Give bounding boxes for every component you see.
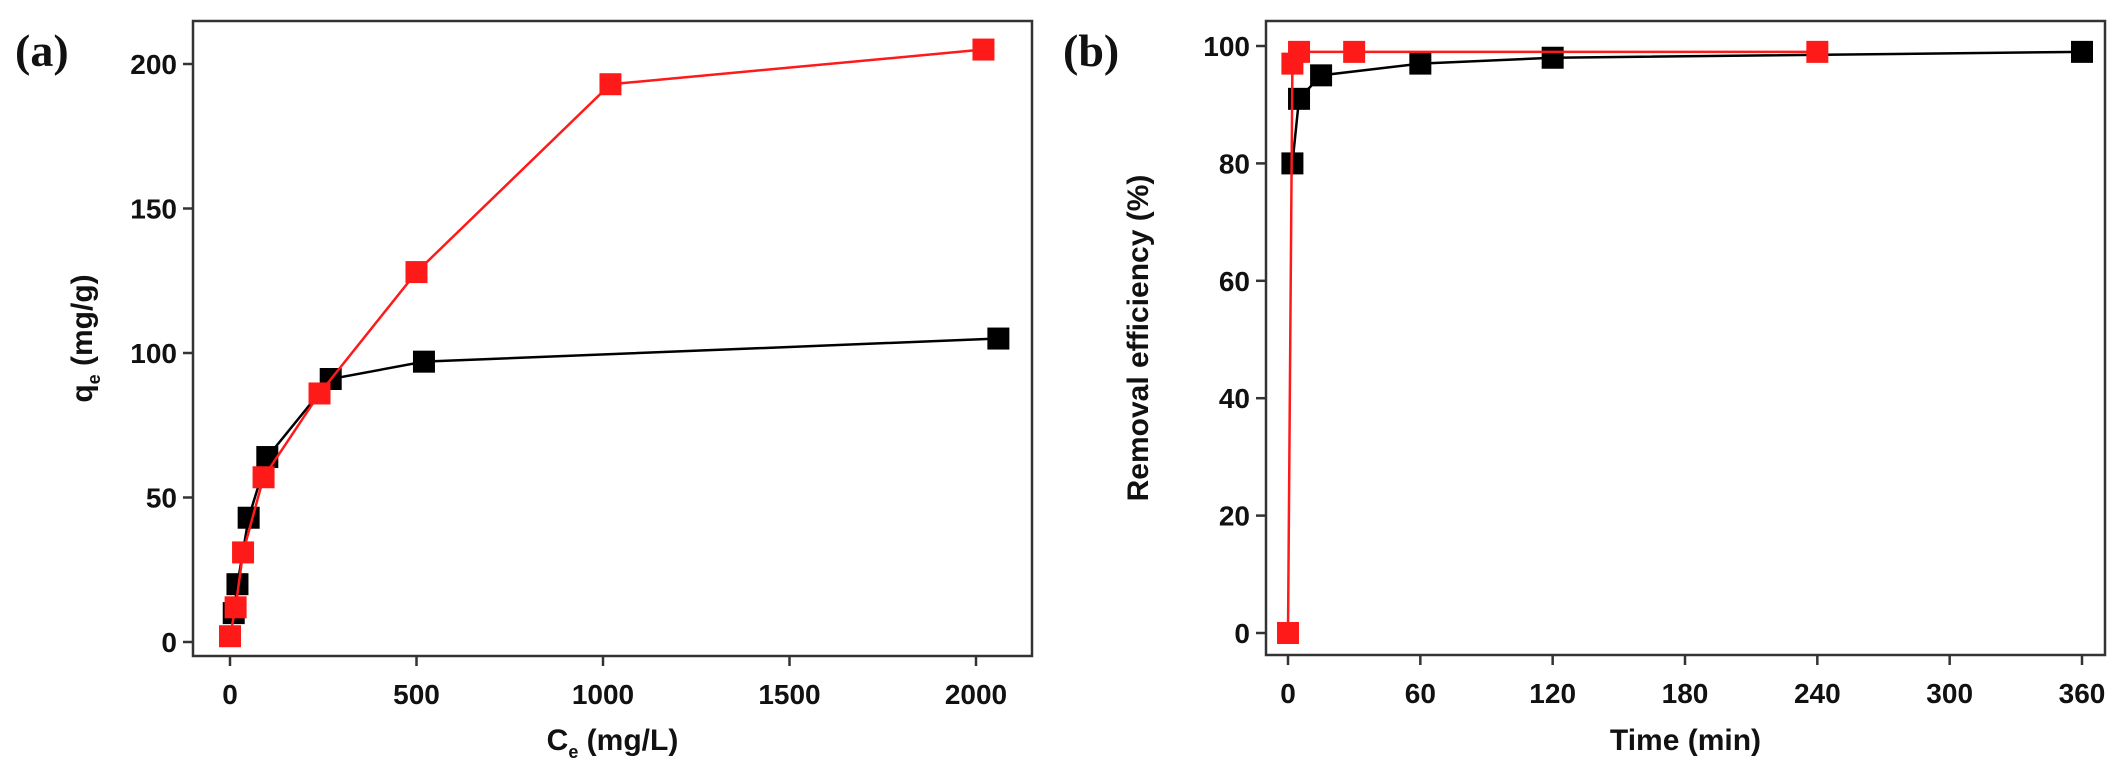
data-point-black <box>1409 52 1432 75</box>
x-tick-label: 1000 <box>572 679 634 710</box>
series-line-red <box>1286 50 1818 634</box>
y-axis-label-sub: e <box>84 374 104 384</box>
x-tick-label: 2000 <box>945 679 1007 710</box>
y-tick-label: 0 <box>1234 618 1250 649</box>
data-point-red <box>1806 40 1829 63</box>
data-point-red <box>232 541 255 564</box>
data-point-black <box>2071 40 2093 63</box>
data-point-black <box>412 350 435 373</box>
y-axis-label: Removal efficiency (%) <box>1122 175 1155 502</box>
x-tick-label: 180 <box>1662 678 1709 709</box>
x-axis-label-unit: (mg/L) <box>578 724 678 757</box>
x-axis-label: Time (min) <box>1610 724 1761 757</box>
data-point-red <box>1277 622 1299 644</box>
data-point-red <box>405 261 428 284</box>
data-point-red <box>599 73 622 96</box>
x-tick-label: 60 <box>1405 678 1436 709</box>
y-tick-label: 20 <box>1219 501 1250 532</box>
y-tick-label: 40 <box>1219 383 1250 414</box>
y-tick-label: 200 <box>130 49 177 80</box>
y-tick-label: 80 <box>1219 148 1250 179</box>
x-tick-label: 500 <box>393 679 440 710</box>
panel-label: (b) <box>1063 25 1119 76</box>
data-point-red <box>308 382 331 405</box>
y-tick-label: 100 <box>130 338 177 369</box>
data-point-black <box>987 327 1010 350</box>
x-axis-label-main: C <box>547 724 569 757</box>
x-axis-label-main: Time (min) <box>1610 724 1761 757</box>
plot-frame <box>1264 19 2107 657</box>
data-point-red <box>972 38 995 61</box>
x-tick-label: 240 <box>1794 678 1841 709</box>
y-axis-label-unit: (mg/g) <box>66 274 99 374</box>
data-point-black <box>237 506 260 529</box>
data-point-black <box>1541 46 1564 69</box>
plot-frame <box>191 19 1034 658</box>
y-tick-label: 150 <box>130 194 177 225</box>
x-tick-label: 0 <box>222 679 238 710</box>
y-axis-label: qe (mg/g) <box>66 274 104 402</box>
x-tick-label: 360 <box>2059 678 2106 709</box>
data-point-black <box>1310 64 1333 87</box>
y-axis-label-main: Removal efficiency (%) <box>1122 175 1155 502</box>
panel-label: (a) <box>15 25 69 76</box>
series-line-black <box>232 337 999 614</box>
data-point-red <box>252 466 275 489</box>
data-point-red <box>1343 40 1366 63</box>
x-tick-label: 120 <box>1529 678 1576 709</box>
chart-panel-a: (a) 0 500 1000 1500 2000 0 50 100 150 200 Ce (mg/L)… <box>15 19 1034 762</box>
data-point-black <box>1288 87 1311 110</box>
data-point-red <box>219 625 241 648</box>
data-point-red <box>1288 40 1311 63</box>
x-tick-label: 0 <box>1280 678 1296 709</box>
y-axis-label-main: q <box>66 384 99 402</box>
y-tick-label: 0 <box>161 627 177 658</box>
x-tick-label: 1500 <box>758 679 820 710</box>
data-point-black <box>226 573 249 596</box>
x-axis-label-sub: e <box>568 742 578 762</box>
y-tick-label: 50 <box>146 483 177 514</box>
y-tick-label: 60 <box>1219 266 1250 297</box>
y-tick-label: 100 <box>1203 31 1250 62</box>
x-axis-label: Ce (mg/L) <box>547 724 679 762</box>
chart-panel-b: (b) 0 60 120 180 240 300 360 0 20 40 60 80 100 Time (m… <box>1063 19 2107 757</box>
data-point-red <box>224 596 247 619</box>
data-point-black <box>256 446 279 469</box>
x-tick-label: 300 <box>1926 678 1973 709</box>
